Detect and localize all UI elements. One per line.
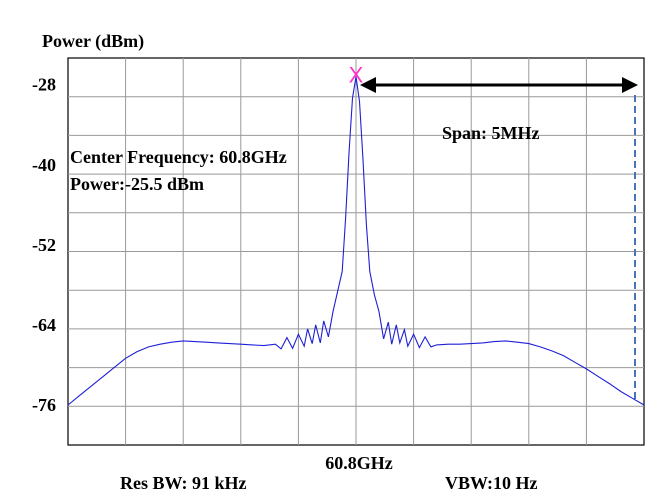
span-arrow-head-right	[622, 77, 638, 93]
power-annotation: Power:-25.5 dBm	[70, 174, 204, 194]
vbw-label: VBW:10 Hz	[445, 473, 538, 493]
y-tick-label: -64	[32, 315, 56, 335]
center-frequency-annotation: Center Frequency: 60.8GHz	[70, 147, 287, 167]
grid	[68, 58, 644, 445]
y-tick-label: -28	[32, 75, 56, 95]
y-axis-label: Power (dBm)	[42, 31, 144, 52]
peak-marker: X	[349, 63, 364, 88]
center-frequency-label: 60.8GHz	[325, 453, 393, 473]
y-tick-label: -76	[32, 395, 56, 415]
y-tick-labels: -28 -40 -52 -64 -76	[32, 75, 56, 415]
res-bw-label: Res BW: 91 kHz	[120, 473, 247, 493]
span-arrow	[360, 77, 638, 93]
y-tick-label: -52	[32, 235, 56, 255]
span-arrow-head-left	[360, 77, 376, 93]
spectrum-trace	[67, 76, 645, 406]
y-tick-label: -40	[32, 155, 56, 175]
span-annotation: Span: 5MHz	[442, 123, 540, 143]
